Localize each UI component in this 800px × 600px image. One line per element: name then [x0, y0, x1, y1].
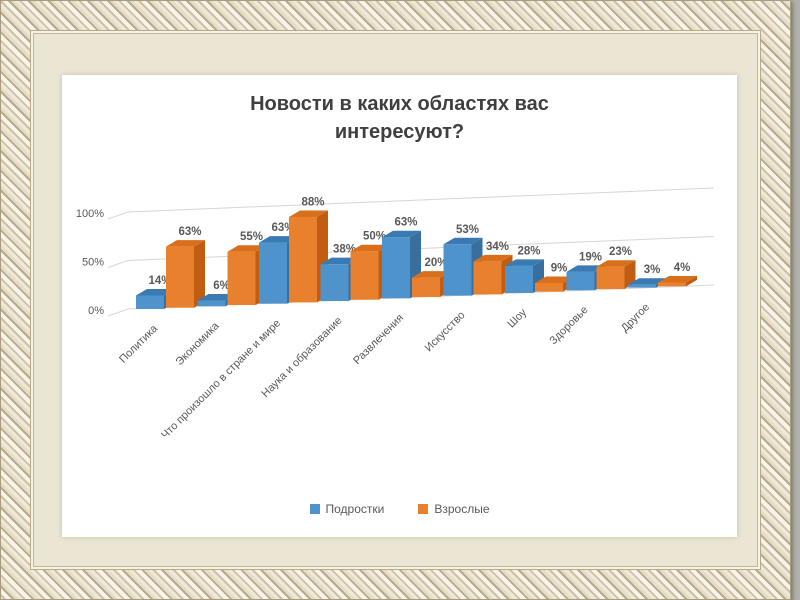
bar-0-1 — [197, 300, 226, 307]
bar-top-1-4 — [412, 271, 451, 278]
category-label-6: Шоу — [505, 306, 529, 330]
bar-value-label: 50% — [363, 231, 386, 243]
bar-value-label: 55% — [240, 231, 263, 243]
bar-top-1-6 — [535, 276, 574, 283]
bar-1-3 — [350, 251, 379, 300]
bar-value-label: 3% — [644, 264, 661, 276]
bar-0-4 — [382, 237, 410, 299]
bar-side-1-7 — [624, 260, 636, 290]
gridline-0 — [107, 284, 715, 317]
legend-swatch-adults — [418, 504, 429, 514]
category-label-0: Политика — [117, 322, 161, 366]
bar-0-5 — [443, 244, 472, 296]
bar-value-label: 53% — [456, 224, 479, 236]
bar-top-1-0 — [166, 240, 205, 247]
bar-top-1-3 — [350, 244, 390, 252]
bar-top-0-0 — [136, 288, 175, 296]
bar-value-label: 14% — [148, 275, 171, 287]
chart-legend: Подростки Взрослые — [62, 502, 737, 516]
bar-top-0-4 — [382, 230, 421, 238]
bar-0-7 — [566, 271, 595, 291]
bar-value-label: 38% — [333, 244, 356, 256]
bar-1-1 — [227, 251, 256, 306]
bar-value-label: 4% — [674, 262, 691, 274]
gridline-50 — [107, 236, 715, 268]
bar-chart-svg: 0% 50% 100% 14% 63% Политика 6% 55% Экономика 63%… — [76, 187, 715, 441]
bar-value-label: 63% — [271, 222, 294, 234]
chart-canvas: Новости в каких областях вас интересуют?… — [62, 75, 737, 537]
bar-0-2 — [259, 242, 287, 304]
bar-0-6 — [505, 265, 533, 293]
bar-1-7 — [596, 266, 625, 290]
bar-1-0 — [166, 246, 194, 308]
bar-top-1-1 — [227, 245, 267, 252]
legend-label-teens: Подростки — [325, 502, 385, 516]
bar-value-label: 19% — [579, 251, 602, 263]
category-label-7: Здоровье — [547, 304, 590, 347]
bar-value-label: 6% — [213, 280, 230, 292]
legend-label-adults: Взрослые — [434, 502, 490, 516]
legend-item-teens: Подростки — [309, 502, 385, 516]
bar-top-0-5 — [443, 237, 483, 245]
category-label-5: Искусство — [423, 309, 468, 354]
bar-1-4 — [412, 277, 440, 298]
bar-side-1-8 — [686, 275, 697, 287]
bar-top-0-7 — [566, 265, 606, 272]
bar-0-0 — [136, 295, 164, 310]
bar-top-0-3 — [320, 257, 360, 265]
y-tick-label: 100% — [76, 208, 104, 220]
y-tick-label: 0% — [88, 305, 104, 317]
bar-value-label: 34% — [486, 241, 509, 253]
bar-top-1-5 — [473, 254, 513, 262]
category-label-1: Экономика — [174, 319, 223, 368]
bar-0-8 — [628, 284, 656, 288]
legend-item-adults: Взрослые — [418, 502, 490, 516]
bar-1-5 — [473, 261, 502, 295]
gridline-100 — [107, 187, 715, 220]
bar-top-1-2 — [289, 210, 328, 218]
bar-top-0-1 — [197, 294, 237, 301]
category-label-2: Что произошло в стране и мире — [159, 317, 283, 441]
bar-value-label: 88% — [301, 197, 324, 209]
bar-top-0-6 — [505, 259, 544, 266]
bar-1-8 — [658, 282, 686, 287]
legend-swatch-teens — [309, 504, 320, 514]
bar-value-label: 63% — [178, 226, 201, 238]
bar-top-1-8 — [658, 275, 697, 283]
bar-side-1-0 — [194, 240, 205, 308]
bar-top-0-8 — [628, 278, 667, 285]
bar-top-0-2 — [259, 236, 298, 243]
category-label-8: Другое — [619, 301, 652, 334]
bar-value-label: 9% — [551, 262, 568, 274]
bar-1-2 — [289, 217, 317, 303]
bar-value-label: 28% — [517, 245, 540, 257]
bar-value-label: 63% — [394, 217, 417, 229]
category-label-4: Развлечения — [351, 312, 406, 367]
chart-title: Новости в каких областях вас интересуют? — [250, 93, 549, 143]
bar-value-label: 20% — [424, 257, 447, 269]
bar-top-1-7 — [596, 260, 636, 267]
bar-1-6 — [535, 282, 563, 292]
bar-0-3 — [320, 264, 349, 302]
bar-value-label: 23% — [609, 246, 632, 258]
y-tick-label: 50% — [82, 257, 104, 269]
